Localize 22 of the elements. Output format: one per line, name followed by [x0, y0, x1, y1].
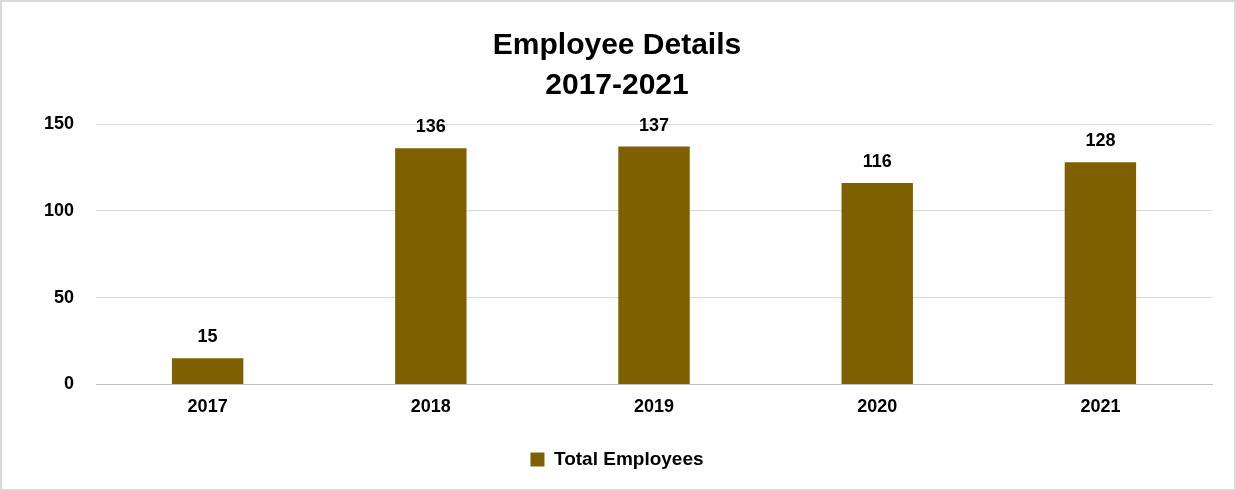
y-tick-label: 100 [43, 199, 75, 220]
x-tick-label: 2017 [187, 396, 228, 417]
bar [841, 183, 913, 384]
y-tick-label: 0 [64, 373, 75, 394]
data-label: 128 [1085, 130, 1116, 151]
x-tick-label: 2018 [410, 396, 451, 417]
chart-subtitle: 2017-2021 [545, 67, 689, 101]
y-tick-label: 150 [43, 112, 75, 133]
data-label: 15 [197, 326, 218, 347]
x-tick-label: 2020 [857, 396, 898, 417]
data-label: 116 [862, 150, 892, 171]
bar [395, 148, 467, 384]
data-label: 137 [638, 114, 670, 135]
x-tick-label: 2019 [633, 396, 675, 417]
bar [171, 358, 244, 384]
y-tick-label: 50 [54, 286, 75, 307]
legend-label: Total Employees [553, 447, 704, 469]
data-label: 136 [415, 116, 446, 137]
bar [1064, 162, 1137, 384]
bar [618, 146, 690, 384]
x-tick-label: 2021 [1080, 396, 1121, 417]
chart-title: Employee Details [492, 27, 742, 61]
